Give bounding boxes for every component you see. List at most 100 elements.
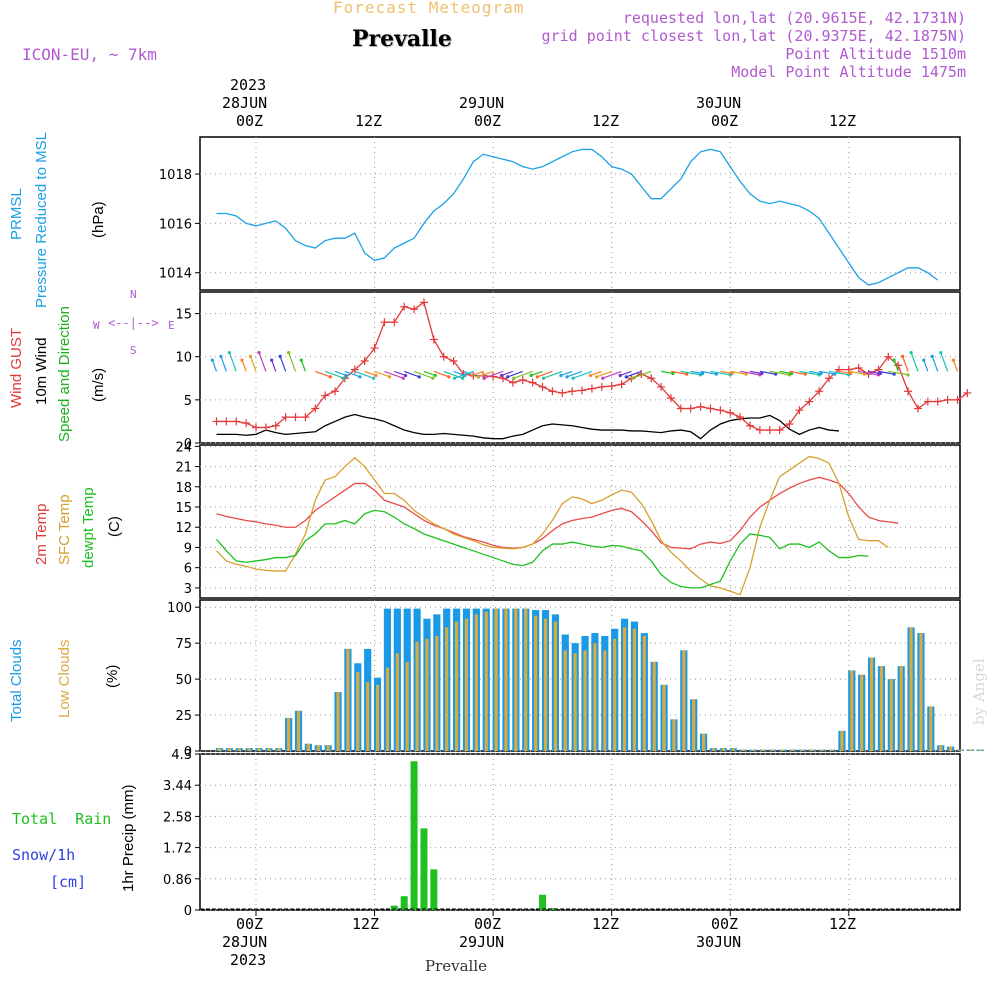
bar-total-clouds [976, 749, 984, 751]
gust-marker [706, 404, 715, 413]
bar-low-clouds [810, 749, 814, 751]
requested-coords: requested lon,lat (20.9615E, 42.1731N) [622, 9, 966, 27]
gust-marker [360, 357, 369, 366]
bar-total-clouds [779, 749, 787, 751]
tick-bottom-3: 12Z [592, 915, 620, 933]
compass-cross: <--|--> [108, 316, 159, 330]
wind-arrow-head [371, 376, 376, 380]
gust-marker [518, 376, 527, 385]
wind-arrow-head [685, 372, 689, 376]
wind-arrow-head [862, 372, 867, 376]
gust-marker [261, 423, 270, 432]
bar-low-clouds [682, 650, 686, 751]
bar-precip [400, 896, 408, 910]
wind-arrow-head [529, 373, 533, 378]
bar-total-clouds [265, 748, 273, 751]
label-clouds-unit: (%) [104, 664, 121, 688]
bar-low-clouds [939, 745, 943, 751]
bar-low-clouds [247, 748, 251, 751]
wind-arrow [902, 356, 909, 372]
wind-arrow-head [618, 373, 622, 378]
series-gust [216, 301, 968, 431]
ytick-label-temp-5: 9 [184, 541, 192, 556]
bar-low-clouds [455, 621, 459, 751]
panel-frame-pressure [199, 136, 961, 291]
gust-marker [489, 372, 498, 381]
bar-low-clouds [267, 748, 271, 751]
wind-arrow-head [714, 372, 718, 376]
label-pressure-unit: (hPa) [90, 201, 107, 238]
wind-arrow [241, 359, 247, 372]
bar-total-clouds [225, 748, 233, 751]
gust-marker [291, 413, 300, 422]
panel-frame-precip [199, 753, 961, 911]
bar-total-clouds [541, 610, 550, 751]
bar-low-clouds [484, 611, 488, 751]
bar-total-clouds [858, 674, 866, 751]
wind-arrow [471, 370, 484, 377]
wind-arrow [809, 370, 822, 375]
wind-arrow [413, 370, 434, 379]
bar-total-clouds [700, 733, 708, 751]
bar-total-clouds [818, 749, 826, 751]
ytick-label-wind-0: 15 [175, 308, 192, 323]
wind-arrow [923, 359, 929, 372]
gust-marker [212, 417, 221, 426]
bar-total-clouds [423, 618, 431, 751]
gust-marker [795, 406, 804, 415]
wind-arrow-head [849, 371, 853, 376]
bar-low-clouds [741, 749, 745, 751]
bar-low-clouds [395, 653, 399, 751]
bar-low-clouds [662, 684, 666, 751]
date-bottom-28jun: 28JUN [222, 933, 268, 951]
wind-arrow-head [476, 375, 481, 379]
gust-marker [469, 371, 478, 380]
gust-marker [923, 397, 932, 406]
bar-total-clouds [413, 608, 421, 751]
bar-total-clouds [502, 608, 510, 751]
ytick-label-temp-0: 24 [175, 440, 192, 455]
wind-arrow [660, 370, 674, 375]
bar-low-clouds [474, 614, 478, 751]
gust-marker [676, 404, 685, 413]
bar-total-clouds [255, 748, 263, 751]
bar-total-clouds [324, 745, 332, 751]
series-dewpt [215, 509, 869, 589]
gust-marker [340, 374, 349, 383]
wind-arrow [940, 352, 949, 372]
bar-low-clouds [790, 749, 795, 751]
bar-total-clouds [937, 745, 945, 751]
gust-marker [666, 394, 675, 403]
bar-total-clouds [373, 677, 382, 751]
bar-low-clouds [445, 627, 449, 751]
bar-low-clouds [277, 748, 281, 751]
bar-total-clouds [680, 650, 688, 751]
bar-total-clouds [532, 610, 540, 751]
wind-arrow-head [452, 376, 457, 380]
wind-arrow [344, 370, 361, 378]
wind-arrow [258, 352, 267, 372]
ytick-label-clouds-1: 75 [175, 637, 192, 652]
wind-arrow [868, 370, 881, 375]
wind-arrow-head [227, 350, 231, 355]
watermark: by Angel [970, 658, 988, 725]
gust-marker [904, 387, 913, 396]
gust-marker [281, 413, 290, 422]
gust-marker [587, 384, 596, 393]
gust-marker [696, 402, 705, 411]
wind-arrow-head [760, 371, 764, 376]
bar-low-clouds [425, 638, 429, 751]
label-wind-gust: Wind GUST [8, 327, 25, 408]
bar-low-clouds [672, 719, 676, 751]
bar-low-clouds [257, 748, 261, 751]
tick-top-0: 00Z [236, 112, 264, 130]
point-altitude: Point Altitude 1510m [785, 45, 966, 63]
wind-arrow [531, 370, 543, 377]
ytick-label-clouds-0: 100 [167, 601, 192, 616]
bar-total-clouds [512, 608, 520, 751]
bar-low-clouds [356, 671, 360, 751]
wind-arrow-head [817, 373, 821, 377]
bar-low-clouds [909, 627, 913, 751]
gust-marker [894, 361, 903, 370]
bar-low-clouds [731, 748, 735, 751]
